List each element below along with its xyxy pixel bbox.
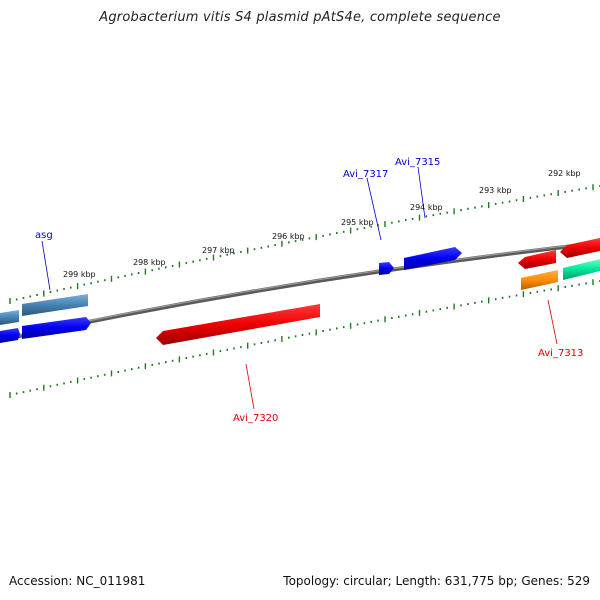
gene-label-avi-7313: Avi_7313 xyxy=(538,348,583,359)
scale-label-296: 296 kbp xyxy=(272,232,305,241)
gene-avi-7315[interactable] xyxy=(404,247,462,270)
reverse-features xyxy=(156,250,600,345)
leader-avi-7317 xyxy=(366,177,382,241)
gene-avi-7313[interactable] xyxy=(521,270,558,290)
accession-text: Accession: NC_011981 xyxy=(9,574,146,588)
scale-label-297: 297 kbp xyxy=(202,246,235,255)
topology-summary: Topology: circular; Length: 631,775 bp; … xyxy=(283,574,590,588)
gene-asg[interactable] xyxy=(22,294,88,316)
forward-features xyxy=(0,238,600,343)
backbone-arc-highlight xyxy=(0,241,600,340)
leader-avi-7320 xyxy=(245,363,255,410)
scale-label-298: 298 kbp xyxy=(133,258,166,267)
leader-avi-7313 xyxy=(547,299,558,345)
scale-label-293: 293 kbp xyxy=(479,186,512,195)
gene-avi-7317[interactable] xyxy=(379,262,394,275)
leader-avi-7315 xyxy=(417,166,426,219)
scale-label-299: 299 kbp xyxy=(63,270,96,279)
forward-scale-ticks xyxy=(9,184,600,304)
gene-label-avi-7317: Avi_7317 xyxy=(343,169,388,180)
backbone-arc xyxy=(0,241,600,342)
gene-green-right[interactable] xyxy=(563,259,600,280)
gene-blue-mid[interactable] xyxy=(22,317,91,339)
gene-label-avi-7320: Avi_7320 xyxy=(233,413,278,424)
reverse-scale-ticks xyxy=(9,279,600,398)
gene-blue-left[interactable] xyxy=(0,328,20,343)
gene-avi-7320[interactable] xyxy=(156,304,320,345)
scale-label-295: 295 kbp xyxy=(341,218,374,227)
leader-asg xyxy=(41,240,51,291)
gene-label-asg: asg xyxy=(35,230,53,241)
scale-label-292: 292 kbp xyxy=(548,169,581,178)
map-title: Agrobacterium vitis S4 plasmid pAtS4e, c… xyxy=(99,10,501,25)
gene-label-avi-7315: Avi_7315 xyxy=(395,157,440,168)
gene-red-small-right[interactable] xyxy=(518,250,556,269)
scale-label-294: 294 kbp xyxy=(410,203,443,212)
gene-red-right-top[interactable] xyxy=(560,238,600,258)
gene-steel-left[interactable] xyxy=(0,310,19,325)
